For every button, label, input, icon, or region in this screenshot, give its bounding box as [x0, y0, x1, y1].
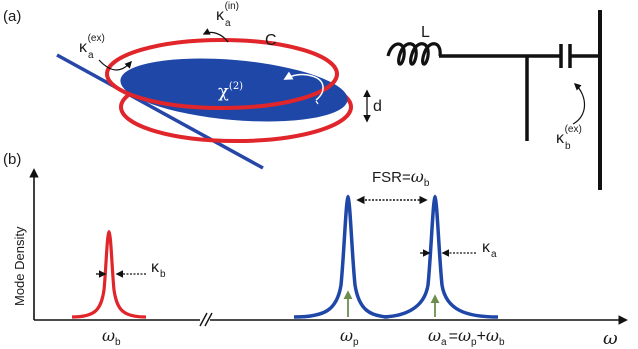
- kappa-b-ex-arrow: [572, 83, 586, 125]
- kappa-a-in-arrow: [202, 28, 229, 43]
- kappa-b-ex-label: κb(ex): [556, 124, 582, 152]
- fsr-label: FSR=ωb: [372, 167, 430, 189]
- inductor-coil: [386, 42, 442, 66]
- chi2-label: χ(2): [218, 81, 243, 102]
- kappa-a-ex-arrow: [98, 59, 132, 71]
- inductor-label: L: [421, 24, 430, 41]
- gap-label: d: [373, 98, 382, 115]
- peak-omega-b: [71, 229, 147, 319]
- kappa-a-label: κa: [482, 239, 497, 260]
- axis-break-1: [199, 312, 208, 327]
- x-axis-label: ω: [603, 328, 618, 349]
- tick-omega-a: ωa =ωp+ωb: [428, 326, 505, 348]
- circulation-tail: [315, 100, 319, 105]
- tick-omega-b: ωb: [102, 326, 121, 348]
- kappa-a-ex-label: κa(ex): [79, 33, 105, 61]
- kappa-b-label: κb: [151, 259, 166, 280]
- panel-b-label: (b): [3, 151, 21, 168]
- panel-a-label: (a): [3, 8, 21, 25]
- circulation-arrow: [283, 71, 324, 101]
- top-ring: [105, 38, 339, 110]
- kappa-a-in-label: κa(in): [216, 1, 239, 29]
- peak-omega-a: [383, 194, 499, 319]
- bus-waveguide: [56, 53, 264, 170]
- tick-omega-p: ωp: [340, 326, 359, 348]
- peak-omega-p: [293, 194, 389, 319]
- axis-break-2: [204, 312, 213, 327]
- y-axis-label: Mode Density: [12, 226, 27, 306]
- capacitor-label: C: [265, 32, 277, 49]
